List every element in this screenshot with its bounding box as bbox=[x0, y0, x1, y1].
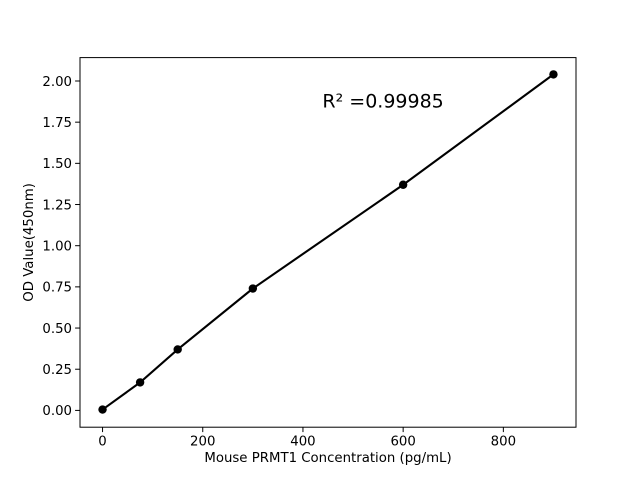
y-axis-tick-label: 0.00 bbox=[42, 404, 72, 419]
y-axis-tick-label: 0.50 bbox=[42, 322, 72, 337]
plot-area: 0 200 400 600 800 0.00 0.25 0.50 0.75 1.00 1.25 1.5… bbox=[42, 70, 558, 450]
data-point bbox=[549, 70, 558, 79]
y-axis-title: OD Value(450nm) bbox=[22, 183, 37, 302]
data-point bbox=[98, 405, 107, 414]
plot-frame bbox=[79, 57, 577, 428]
data-point bbox=[173, 345, 182, 354]
x-axis-tick-label: 800 bbox=[491, 435, 516, 450]
data-point bbox=[248, 284, 258, 293]
y-axis-tick-label: 1.75 bbox=[42, 116, 72, 131]
y-axis-tick-label: 1.00 bbox=[42, 239, 72, 254]
y-axis-tick-label: 1.50 bbox=[42, 157, 72, 172]
y-axis-tick-label: 0.75 bbox=[42, 281, 72, 296]
x-axis-tick-label: 0 bbox=[98, 435, 106, 450]
r-squared-annotation: R² =0.99985 bbox=[322, 90, 443, 112]
x-axis-title: Mouse PRMT1 Concentration (pg/mL) bbox=[204, 451, 451, 466]
data-point bbox=[398, 180, 408, 189]
x-axis-tick-label: 600 bbox=[390, 435, 415, 450]
data-point bbox=[135, 378, 145, 387]
fit-line bbox=[101, 73, 555, 411]
x-axis-tick-label: 400 bbox=[290, 435, 315, 450]
y-axis-tick-label: 1.25 bbox=[42, 198, 72, 213]
x-axis-tick-label: 200 bbox=[190, 435, 215, 450]
y-axis-tick-label: 0.25 bbox=[42, 363, 72, 378]
y-axis-tick-label: 2.00 bbox=[42, 75, 72, 90]
